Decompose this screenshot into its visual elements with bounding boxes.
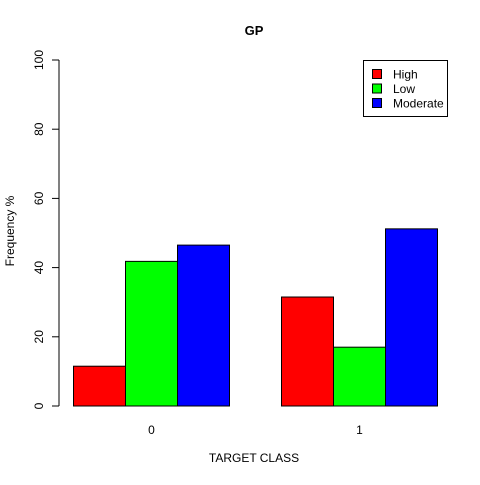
y-tick-label: 100: [32, 50, 46, 70]
legend-label-high: High: [393, 68, 418, 82]
y-tick-label: 0: [32, 402, 46, 409]
legend-swatch-low: [372, 83, 382, 94]
legend-label-moderate: Moderate: [393, 97, 444, 111]
bar-low-0: [125, 260, 178, 407]
bar-high-1: [281, 296, 334, 407]
bars: [73, 228, 438, 407]
y-tick-label: 80: [32, 122, 46, 136]
y-axis-label: Frequency %: [3, 195, 17, 266]
legend-swatch-moderate: [372, 98, 382, 108]
y-axis: 0 20 40 60 80 100: [32, 50, 60, 409]
bar-low-1: [333, 346, 386, 407]
bar-moderate-0: [177, 244, 230, 407]
x-tick-label: 0: [148, 423, 155, 437]
legend-swatch-high: [372, 69, 382, 79]
x-axis-label: TARGET CLASS: [209, 451, 299, 465]
y-tick-label: 60: [32, 191, 46, 205]
bar-high-0: [73, 365, 126, 407]
legend-label-low: Low: [393, 82, 415, 96]
y-tick-label: 20: [32, 330, 46, 344]
x-tick-label: 1: [356, 423, 363, 437]
chart-title: GP: [245, 23, 264, 38]
y-tick-label: 40: [32, 261, 46, 275]
bar-moderate-1: [385, 228, 438, 407]
